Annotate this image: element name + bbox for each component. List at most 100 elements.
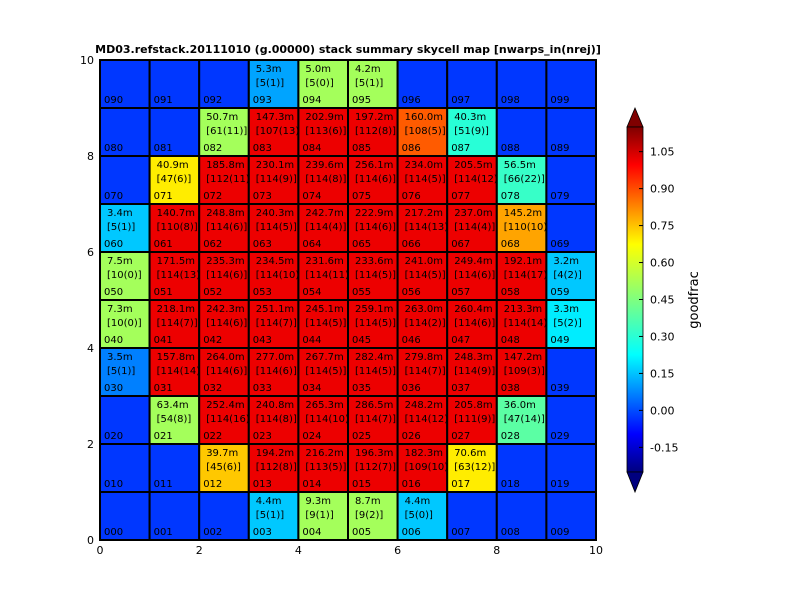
skycell-rect — [545, 299, 598, 349]
skycell-id-label: 030 — [104, 383, 123, 394]
skycell-id-label: 047 — [451, 335, 470, 346]
skycell-id-label: 043 — [253, 335, 272, 346]
skycell-019: 019 — [545, 443, 598, 493]
skycell-rect — [446, 347, 498, 397]
skycell-warps-label: [114(5)] — [256, 222, 297, 233]
colorbar-bottom-arrow — [626, 471, 644, 494]
x-tick-label: 6 — [394, 544, 401, 557]
skycell-time-label: 286.5m — [355, 400, 393, 411]
skycell-id-label: 070 — [104, 191, 123, 202]
skycell-rect — [297, 299, 349, 349]
chart-title: MD03.refstack.20111010 (g.00000) stack s… — [95, 43, 601, 56]
skycell-id-label: 096 — [402, 95, 421, 106]
skycell-091: 091 — [148, 59, 201, 109]
skycell-warps-label: [114(11)] — [305, 270, 353, 281]
skycell-time-label: 197.2m — [355, 112, 393, 123]
skycell-043: 251.1m [114(7)] 043 — [247, 299, 300, 349]
y-tick-label: 6 — [87, 246, 94, 259]
skycell-warps-label: [107(13)] — [256, 126, 304, 137]
skycell-id-label: 061 — [154, 239, 173, 250]
skycell-id-label: 084 — [302, 143, 321, 154]
skycell-id-label: 003 — [253, 527, 272, 538]
skycell-warps-label: [54(8)] — [157, 414, 192, 425]
skycell-053: 234.5m [114(10)] 053 — [247, 251, 303, 301]
skycell-id-label: 046 — [402, 335, 421, 346]
skycell-time-label: 239.6m — [305, 160, 343, 171]
skycell-id-label: 018 — [501, 479, 520, 490]
skycell-id-label: 085 — [352, 143, 371, 154]
skycell-warps-label: [113(5)] — [305, 462, 346, 473]
skycell-warps-label: [114(16)] — [206, 414, 254, 425]
skycell-id-label: 068 — [501, 239, 520, 250]
skycell-time-label: 8.7m — [355, 496, 381, 507]
skycell-012: 39.7m [45(6)] 012 — [198, 443, 250, 493]
skycell-id-label: 064 — [302, 239, 321, 250]
skycell-warps-label: [5(1)] — [107, 222, 135, 233]
skycell-rect — [297, 251, 349, 301]
skycell-004: 9.3m [9(1)] 004 — [297, 491, 349, 541]
skycell-id-label: 087 — [451, 143, 470, 154]
skycell-rect — [347, 203, 399, 253]
skycell-warps-label: [114(5)] — [355, 270, 396, 281]
skycell-038: 147.2m [109(3)] 038 — [495, 347, 548, 397]
skycell-088: 088 — [495, 107, 548, 157]
skycell-rect — [446, 395, 498, 445]
skycell-time-label: 279.8m — [405, 352, 443, 363]
skycell-005: 8.7m [9(2)] 005 — [347, 491, 399, 541]
skycell-warps-label: [114(5)] — [355, 318, 396, 329]
skycell-time-label: 70.6m — [454, 448, 486, 459]
skycell-warps-label: [114(9)] — [454, 366, 495, 377]
skycell-id-label: 093 — [253, 95, 272, 106]
skycell-time-label: 245.1m — [305, 304, 343, 315]
skycell-time-label: 205.8m — [454, 400, 492, 411]
y-tick-label: 0 — [87, 534, 94, 547]
skycell-066: 217.2m [114(13)] 066 — [396, 203, 452, 253]
skycell-id-label: 067 — [451, 239, 470, 250]
colorbar-tick-label: 0.45 — [650, 294, 675, 307]
skycell-time-label: 36.0m — [504, 400, 536, 411]
skycell-warps-label: [63(12)] — [454, 462, 495, 473]
skycell-warps-label: [5(1)] — [355, 78, 383, 89]
skycell-time-label: 234.5m — [256, 256, 294, 267]
skycell-039: 039 — [545, 347, 598, 397]
skycell-id-label: 026 — [402, 431, 421, 442]
skycell-rect — [347, 347, 399, 397]
skycell-warps-label: [114(5)] — [405, 174, 446, 185]
skycell-time-label: 222.9m — [355, 208, 393, 219]
skycell-warps-label: [114(14)] — [157, 366, 205, 377]
skycell-time-label: 242.7m — [305, 208, 343, 219]
skycell-id-label: 099 — [550, 95, 569, 106]
skycell-id-label: 072 — [203, 191, 222, 202]
y-tick-label: 8 — [87, 150, 94, 163]
skycell-rect — [446, 59, 498, 109]
skycell-warps-label: [114(13)] — [157, 270, 205, 281]
skycell-id-label: 000 — [104, 527, 123, 538]
colorbar-ticks: 1.05 0.90 0.75 0.60 0.45 0.30 0.15 0.00 -0.15 — [639, 146, 678, 454]
skycell-id-label: 054 — [302, 287, 321, 298]
skycell-id-label: 006 — [402, 527, 421, 538]
skycell-id-label: 008 — [501, 527, 520, 538]
skycell-time-label: 147.3m — [256, 112, 294, 123]
skycell-time-label: 249.4m — [454, 256, 492, 267]
skycell-id-label: 013 — [253, 479, 272, 490]
skycell-044: 245.1m [114(5)] 044 — [297, 299, 349, 349]
y-tick-label: 10 — [80, 54, 94, 67]
skycell-076: 234.0m [114(5)] 076 — [396, 155, 449, 205]
skycell-id-label: 076 — [402, 191, 421, 202]
skycell-id-label: 004 — [302, 527, 321, 538]
skycell-011: 011 — [148, 443, 201, 493]
skycell-014: 216.2m [113(5)] 014 — [297, 443, 349, 493]
skycell-078: 56.5m [66(22)] 078 — [495, 155, 548, 205]
skycell-id-label: 069 — [550, 239, 569, 250]
skycell-028: 36.0m [47(14)] 028 — [495, 395, 548, 445]
skycell-rect — [396, 299, 449, 349]
skycell-031: 157.8m [114(14)] 031 — [148, 347, 205, 397]
skycell-055: 233.6m [114(5)] 055 — [347, 251, 399, 301]
skycell-id-label: 081 — [154, 143, 173, 154]
skycell-id-label: 086 — [402, 143, 421, 154]
skycell-id-label: 012 — [203, 479, 222, 490]
skycell-rect — [198, 251, 250, 301]
skycell-warps-label: [5(0)] — [405, 510, 433, 521]
skycell-time-label: 140.7m — [157, 208, 195, 219]
skycell-rect — [99, 203, 151, 253]
